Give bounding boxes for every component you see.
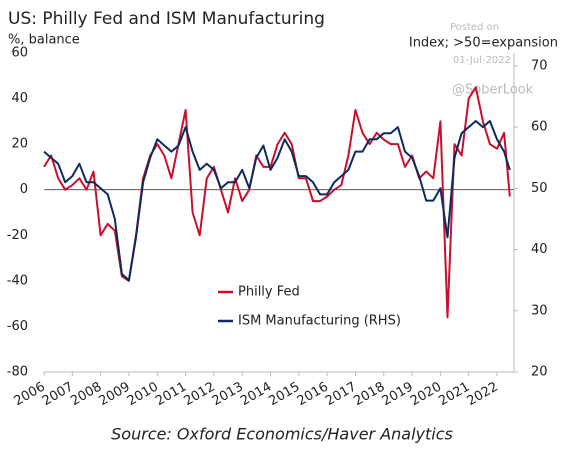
y2-tick-label: 60	[531, 120, 548, 135]
y-tick-label: 60	[11, 46, 28, 61]
y-tick-label: -80	[7, 365, 28, 380]
watermark: Posted on	[450, 22, 499, 33]
y2-tick-label: 50	[531, 181, 548, 196]
series-line	[43, 120, 511, 282]
y-axis-label: %, balance	[8, 33, 80, 48]
watermark: @SoberLook	[452, 83, 534, 98]
y-tick-label: 20	[11, 137, 28, 152]
watermark: 01-Jul-2022	[453, 55, 511, 66]
source: Source: Oxford Economics/Haver Analytics	[111, 425, 453, 444]
legend-label: ISM Manufacturing (RHS)	[238, 314, 401, 329]
y-tick-label: -60	[7, 319, 28, 334]
legend-label: Philly Fed	[238, 285, 300, 300]
chart-title: US: Philly Fed and ISM Manufacturing	[8, 9, 325, 29]
y2-axis-label: Index; >50=expansion	[409, 36, 558, 51]
y-tick-label: 40	[11, 91, 28, 106]
y2-tick-label: 20	[531, 365, 548, 380]
x-tick-label: 2022	[465, 380, 501, 410]
y-tick-label: 0	[20, 182, 28, 197]
series-line	[43, 86, 511, 319]
y2-tick-label: 40	[531, 242, 548, 257]
y-tick-label: -40	[7, 273, 28, 288]
y2-tick-label: 70	[531, 58, 548, 73]
y2-tick-label: 30	[531, 303, 548, 318]
y-tick-label: -20	[7, 228, 28, 243]
